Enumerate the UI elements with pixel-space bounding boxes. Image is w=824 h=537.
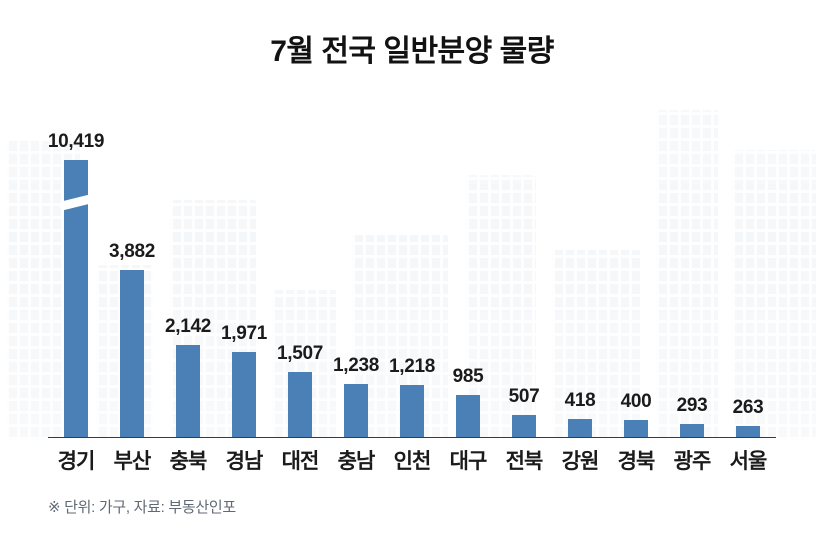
bar-series: 10,419 3,882 2,142 1,971 1,507 1,238 1,218 985 5… (48, 131, 776, 437)
bar-group: 263 (720, 397, 776, 437)
axis-break-mark (58, 194, 94, 211)
bar-value-label: 1,971 (220, 323, 268, 344)
bar-value-label: 10,419 (47, 131, 105, 152)
bar-value-label: 3,882 (108, 241, 156, 262)
bar (680, 424, 704, 437)
bar-value-label: 1,507 (276, 343, 324, 364)
bar (736, 426, 760, 437)
x-axis-label: 대전 (281, 450, 320, 473)
x-axis-label: 경남 (225, 450, 264, 473)
bar-group: 293 (664, 395, 720, 437)
footnote: ※ 단위: 가구, 자료: 부동산인포 (48, 499, 236, 516)
bar-value-label: 263 (732, 397, 764, 418)
x-axis-label: 대구 (449, 450, 488, 473)
bar (232, 352, 256, 437)
bar (400, 385, 424, 437)
bar-value-label: 1,238 (332, 355, 380, 376)
x-axis-label: 전북 (505, 450, 544, 473)
bar-value-label: 507 (508, 386, 540, 407)
bar-value-label: 418 (564, 390, 596, 411)
bar-group: 10,419 (48, 131, 104, 437)
bar-group: 1,238 (328, 355, 384, 437)
bar-group: 1,218 (384, 356, 440, 437)
bar-group: 3,882 (104, 241, 160, 437)
bar-value-label: 2,142 (164, 316, 212, 337)
bar-group: 985 (440, 366, 496, 437)
x-axis-label: 충북 (169, 450, 208, 473)
bar-group: 1,971 (216, 323, 272, 437)
bar-group: 507 (496, 386, 552, 437)
x-axis-label: 경북 (617, 450, 656, 473)
x-axis-label: 강원 (561, 450, 600, 473)
bar (288, 372, 312, 437)
bar (344, 384, 368, 437)
bar-group: 1,507 (272, 343, 328, 437)
x-axis-label: 인천 (393, 450, 432, 473)
bar (456, 395, 480, 437)
bar-group: 2,142 (160, 316, 216, 437)
x-axis-label: 광주 (673, 450, 712, 473)
bar-value-label: 293 (676, 395, 708, 416)
x-axis-line (48, 437, 776, 438)
bar (568, 419, 592, 437)
chart-title: 7월 전국 일반분양 물량 (270, 35, 554, 68)
bar (176, 345, 200, 437)
bar (624, 420, 648, 437)
x-axis-label: 부산 (113, 450, 152, 473)
bar (58, 160, 94, 437)
x-axis-labels: 경기 부산 충북 경남 대전 충남 인천 대구 전북 강원 경북 광주 서울 (48, 445, 776, 475)
x-axis-label: 충남 (337, 450, 376, 473)
bar-value-label: 400 (620, 391, 652, 412)
bar-group: 400 (608, 391, 664, 437)
x-axis-label: 서울 (729, 450, 768, 473)
bar (512, 415, 536, 437)
bar (120, 270, 144, 437)
bar-value-label: 1,218 (388, 356, 436, 377)
x-axis-label: 경기 (57, 450, 96, 473)
bar-value-label: 985 (452, 366, 484, 387)
bar-group: 418 (552, 390, 608, 437)
